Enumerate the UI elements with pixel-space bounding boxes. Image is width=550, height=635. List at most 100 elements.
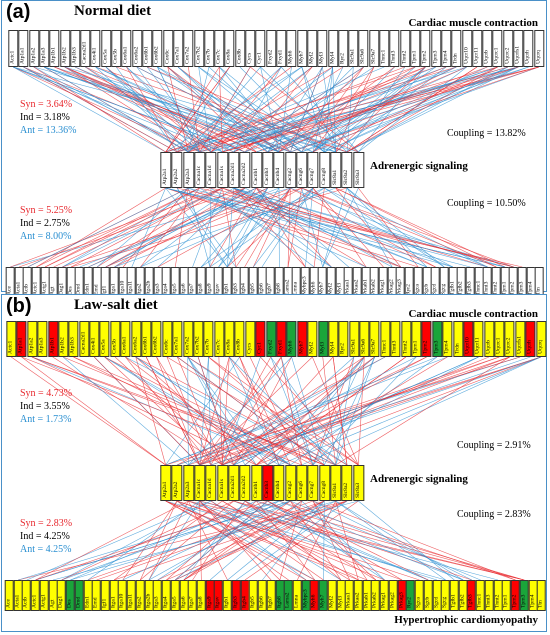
interaction-edge	[122, 187, 189, 268]
gene-box-cox6a1: Cox6a1	[120, 321, 131, 357]
interaction-edge	[88, 187, 257, 268]
interaction-edge	[95, 66, 348, 153]
interaction-edge	[104, 356, 314, 466]
interaction-edge	[346, 66, 406, 153]
interaction-edge	[324, 66, 519, 153]
interaction-edge	[335, 500, 359, 581]
gene-box-cacna2d2: Cacna2d2	[239, 465, 251, 501]
gene-box-slc9a7: Slc9a7	[368, 30, 380, 67]
interaction-edge	[290, 66, 539, 153]
interaction-edge	[176, 500, 315, 581]
gene-box-igf1: Igf1	[100, 580, 110, 611]
interaction-edge	[62, 187, 200, 268]
gene-box-cacng7: Cacng7	[307, 465, 319, 501]
interaction-edge	[222, 187, 427, 268]
gene-box-cacng6: Cacng6	[296, 465, 308, 501]
interaction-edge	[227, 187, 268, 268]
interaction-edge	[227, 187, 314, 268]
gene-box-fxyd2: Fxyd2	[265, 30, 276, 67]
interaction-edge	[199, 356, 427, 466]
gene-box-itga4: Itga4	[162, 580, 171, 611]
interaction-edge	[104, 356, 291, 466]
interaction-edge	[236, 500, 348, 581]
coupling-top: Coupling = 2.91%	[457, 440, 531, 451]
interaction-edge	[174, 500, 268, 581]
stats-cardiac-adrenergic: Syn = 4.73% Ind = 3.55% Ant = 1.73%	[20, 387, 72, 426]
gene-box-myh6: Myh6	[286, 30, 297, 67]
gene-box-cacna1d: Cacna1d	[205, 465, 217, 501]
interaction-edge	[210, 356, 272, 466]
gene-box-slc8a2: Slc8a2	[341, 152, 353, 188]
gene-box-uqcrh: Uqcrh	[523, 30, 534, 67]
interaction-edge	[222, 187, 237, 268]
interaction-edge	[165, 500, 315, 581]
gene-box-cacnb4: Cacnb4	[273, 465, 285, 501]
interaction-edge	[188, 500, 438, 581]
interaction-edge	[197, 356, 234, 466]
interaction-edge	[105, 66, 200, 153]
interaction-edge	[222, 356, 282, 466]
interaction-edge	[87, 500, 200, 581]
interaction-edge	[148, 500, 200, 581]
interaction-edge	[233, 66, 364, 153]
interaction-edge	[166, 356, 212, 466]
interaction-edge	[188, 66, 333, 153]
gene-box-cyc1: Cyc1	[255, 321, 266, 357]
diet-title: Law-salt diet	[74, 297, 158, 313]
gene-box-atp1b1: Atp1b1	[49, 30, 60, 67]
gene-box-cox5a: Cox5a	[100, 30, 112, 67]
interaction-edge	[256, 66, 498, 153]
interaction-edge	[175, 500, 336, 581]
gene-box-itga2: Itga2	[135, 580, 145, 611]
interaction-edge	[227, 500, 325, 581]
gene-box-itgb7: Itgb7	[266, 580, 276, 611]
gene-box-sgcd: Sgcd	[432, 580, 442, 611]
interaction-edge	[278, 500, 464, 581]
gene-box-cacng2: Cacng2	[284, 465, 296, 501]
gene-box-tnni3: Tnni3	[389, 30, 400, 67]
gene-box-sgca: Sgca	[415, 580, 424, 611]
interaction-edge	[278, 66, 364, 153]
interaction-edge	[165, 500, 368, 581]
gene-box-slc8a1: Slc8a1	[330, 152, 342, 188]
gene-box-actb: Actb	[22, 580, 32, 611]
interaction-edge	[188, 187, 211, 268]
interaction-edge	[188, 66, 200, 153]
interaction-edge	[322, 66, 336, 153]
interaction-edge	[115, 66, 178, 153]
interaction-edge	[183, 500, 325, 581]
gene-box-actg1: Actg1	[39, 580, 49, 611]
interaction-edge	[261, 187, 314, 268]
interaction-edge	[176, 356, 500, 466]
interaction-edge	[105, 66, 189, 153]
interaction-edge	[197, 356, 234, 466]
interaction-edge	[267, 500, 403, 581]
interaction-edge	[165, 66, 457, 153]
interaction-edge	[358, 66, 467, 153]
interaction-edge	[199, 66, 519, 153]
stat-syn: Syn = 2.83%	[20, 518, 73, 529]
interaction-edge	[140, 187, 200, 268]
interaction-edge	[301, 66, 325, 153]
gene-box-fxyd1: Fxyd1	[276, 30, 287, 67]
interaction-edge	[94, 356, 200, 466]
interaction-edge	[61, 500, 280, 581]
interaction-edge	[358, 356, 365, 466]
interaction-edge	[177, 66, 280, 153]
gene-box-atp1a1: Atp1a1	[18, 30, 29, 67]
interaction-edge	[233, 356, 334, 466]
interaction-edge	[335, 356, 375, 466]
gene-box-tpm2: Tpm2	[511, 580, 520, 611]
interaction-edge	[312, 500, 368, 581]
gene-box-itga3: Itga3	[153, 580, 163, 611]
gene-box-myh7: Myh7	[296, 30, 307, 67]
interaction-edge	[188, 187, 488, 268]
interaction-edge	[165, 187, 453, 268]
interaction-edge	[322, 356, 336, 466]
interaction-edge	[278, 66, 292, 153]
panel-letter: (b)	[6, 295, 32, 317]
interaction-edge	[114, 187, 234, 268]
gene-box-cox7a2: Cox7a2	[182, 321, 193, 357]
interaction-edge	[210, 500, 324, 581]
interaction-edge	[222, 356, 489, 466]
